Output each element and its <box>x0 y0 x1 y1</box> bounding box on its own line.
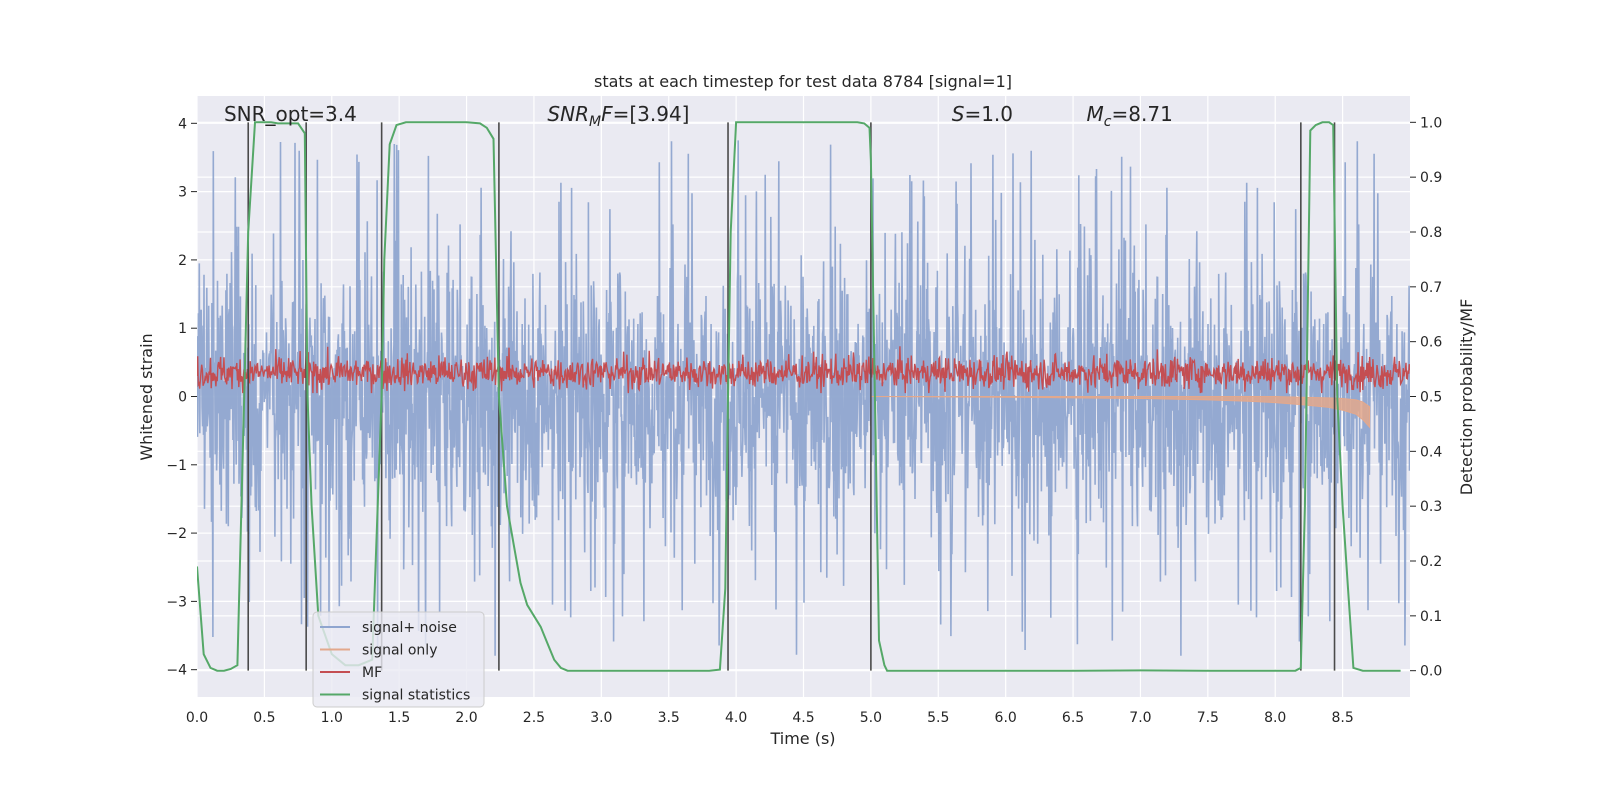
x-tick-label: 6.0 <box>995 710 1017 726</box>
y-tick-label: −2 <box>166 526 187 542</box>
legend: signal+ noise signal only MF signal statist… <box>312 611 485 708</box>
y-tick-label: 4 <box>178 116 187 132</box>
legend-label: signal statistics <box>362 688 470 704</box>
x-tick-label: 4.0 <box>725 710 747 726</box>
y-tick-label: 0 <box>178 390 187 406</box>
x-tick-label: 8.0 <box>1264 710 1286 726</box>
y2-tick-label: 0.0 <box>1420 664 1442 680</box>
x-tick-label: 2.5 <box>523 710 545 726</box>
x-tick-label: 6.5 <box>1062 710 1084 726</box>
y-tick-label: 3 <box>178 185 187 201</box>
signal-statistics-line <box>197 121 1401 672</box>
x-tick-label: 5.5 <box>927 710 949 726</box>
y-axis-ticks: −4 −3 −2 −1 0 1 2 3 4 <box>166 116 197 679</box>
mf-line <box>197 346 1410 394</box>
y-axis-label: Whitened strain <box>137 333 156 460</box>
x-tick-label: 5.0 <box>860 710 882 726</box>
annotations: SNR_opt=3.4 SNRMF=[3.94] S=1.0 Mc=8.71 <box>224 102 1173 130</box>
signal-only-series <box>870 396 1371 429</box>
y2-tick-label: 0.2 <box>1420 554 1442 570</box>
y2-tick-label: 1.0 <box>1420 115 1442 131</box>
x-tick-label: 2.0 <box>455 710 477 726</box>
y2-tick-label: 0.5 <box>1420 390 1442 406</box>
mf-series <box>197 346 1410 394</box>
annotation-text: Mc=8.71 <box>1087 102 1173 130</box>
y2-tick-label: 0.4 <box>1420 444 1442 460</box>
x-tick-label: 0.5 <box>253 710 275 726</box>
y2-axis-label: Detection probability/MF <box>1457 299 1476 496</box>
signal-only-band <box>870 396 1371 429</box>
x-tick-label: 7.5 <box>1197 710 1219 726</box>
x-tick-label: 3.5 <box>658 710 680 726</box>
y-tick-label: −3 <box>166 594 187 610</box>
y2-axis-ticks: 0.0 0.1 0.2 0.3 0.4 0.5 0.6 0.7 0.8 0.9 1.0 <box>1410 115 1442 680</box>
legend-label: MF <box>362 665 382 681</box>
y2-tick-label: 0.3 <box>1420 499 1442 515</box>
legend-box <box>312 611 485 708</box>
y2-tick-label: 0.6 <box>1420 335 1442 351</box>
legend-label: signal only <box>362 643 437 659</box>
y-tick-label: −4 <box>166 663 187 679</box>
annotation-text: SNR_opt=3.4 <box>224 102 357 126</box>
x-tick-label: 3.0 <box>590 710 612 726</box>
x-axis-ticks: 0.0 0.5 1.0 1.5 2.0 2.5 3.0 3.5 4.0 4.5 5.0 5.5 6.0 6… <box>186 710 1354 726</box>
x-tick-label: 4.5 <box>792 710 814 726</box>
y2-tick-label: 0.1 <box>1420 609 1442 625</box>
y2-tick-label: 0.9 <box>1420 170 1442 186</box>
chart-title: stats at each timestep for test data 878… <box>594 72 1012 91</box>
x-tick-label: 1.5 <box>388 710 410 726</box>
x-tick-label: 0.0 <box>186 710 208 726</box>
annotation-text: S=1.0 <box>952 102 1013 126</box>
x-tick-label: 7.0 <box>1129 710 1151 726</box>
y-tick-label: 2 <box>178 253 187 269</box>
y-tick-label: 1 <box>178 321 187 337</box>
annotation-text: SNRMF=[3.94] <box>547 102 689 130</box>
y-tick-label: −1 <box>166 458 187 474</box>
x-tick-label: 8.5 <box>1331 710 1353 726</box>
y2-tick-label: 0.8 <box>1420 225 1442 241</box>
x-axis-label: Time (s) <box>769 729 835 748</box>
x-tick-label: 1.0 <box>321 710 343 726</box>
y2-tick-label: 0.7 <box>1420 280 1442 296</box>
signal-statistics-series <box>197 121 1401 672</box>
legend-label: signal+ noise <box>362 620 457 636</box>
